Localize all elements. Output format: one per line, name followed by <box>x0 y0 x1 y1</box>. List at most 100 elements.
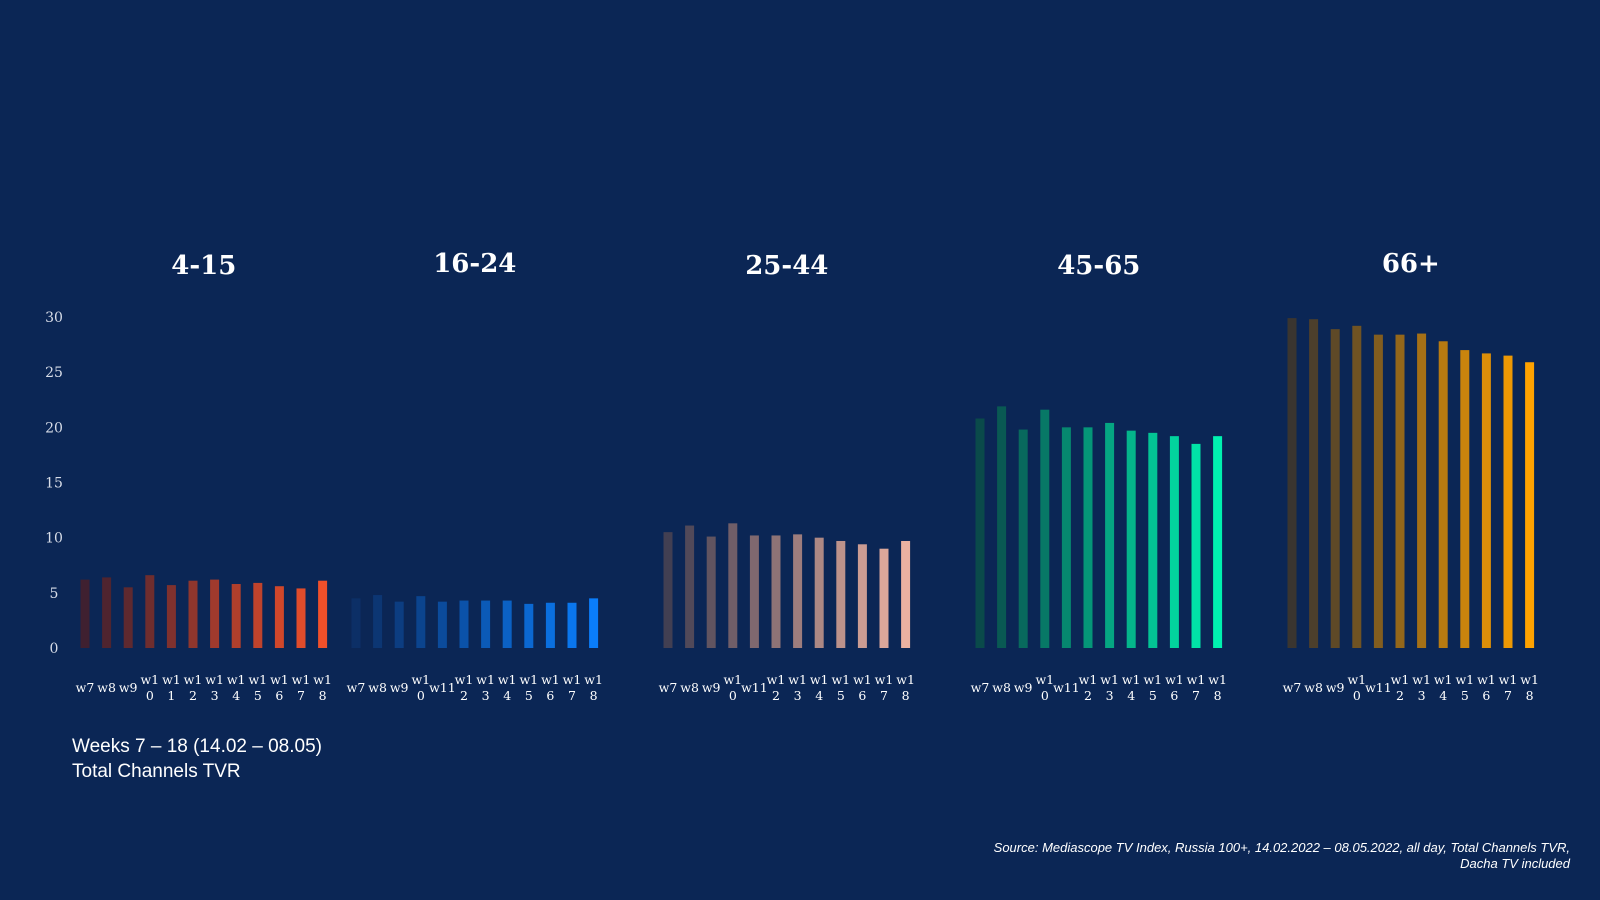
bar-w15 <box>253 582 263 648</box>
x-tick-label: 8 <box>1526 688 1534 703</box>
x-tick-label: w9 <box>119 680 138 695</box>
x-tick-label: w1 <box>1499 672 1518 687</box>
bar-w16 <box>274 586 284 648</box>
x-tick-label: w11 <box>741 680 768 695</box>
bar-w10 <box>1040 409 1050 648</box>
x-tick-label: w1 <box>584 672 603 687</box>
bar-w9 <box>1330 329 1340 648</box>
x-tick-label: 5 <box>837 688 845 703</box>
bar-w13 <box>481 600 491 648</box>
x-tick-label: 8 <box>319 688 327 703</box>
x-tick-label: w1 <box>810 672 829 687</box>
x-tick-label: w1 <box>1143 672 1162 687</box>
x-tick-label: 5 <box>1461 688 1469 703</box>
x-tick-label: w1 <box>205 672 224 687</box>
x-tick-label: w1 <box>1035 672 1054 687</box>
bar-w8 <box>102 577 112 648</box>
x-tick-label: 5 <box>254 688 262 703</box>
bar-w8 <box>1309 319 1319 648</box>
x-tick-label: w1 <box>875 672 894 687</box>
bar-w18 <box>1525 362 1535 648</box>
x-tick-label: w1 <box>162 672 181 687</box>
bar-w7 <box>351 598 361 648</box>
x-tick-label: 3 <box>482 688 490 703</box>
x-tick-label: w1 <box>541 672 560 687</box>
x-tick-label: w1 <box>248 672 267 687</box>
x-tick-label: w1 <box>1391 672 1410 687</box>
x-tick-label: 3 <box>211 688 219 703</box>
bar-w13 <box>793 534 803 648</box>
x-tick-label: 6 <box>1482 688 1490 703</box>
bar-w15 <box>836 540 846 648</box>
x-tick-label: w7 <box>76 680 95 695</box>
x-tick-label: w7 <box>659 680 678 695</box>
bar-w15 <box>1148 432 1158 648</box>
bar-w14 <box>502 600 512 648</box>
x-tick-label: w1 <box>723 672 742 687</box>
x-tick-label: w7 <box>971 680 990 695</box>
x-tick-label: 6 <box>546 688 554 703</box>
bar-w16 <box>857 544 867 648</box>
bar-w13 <box>1417 333 1427 648</box>
x-tick-label: w1 <box>292 672 311 687</box>
x-tick-label: 3 <box>1418 688 1426 703</box>
x-tick-label: 7 <box>1504 688 1512 703</box>
bar-w9 <box>1018 429 1028 648</box>
x-tick-label: w1 <box>1455 672 1474 687</box>
bar-w17 <box>879 548 889 648</box>
bar-w11 <box>1061 427 1071 648</box>
y-tick-label: 15 <box>45 476 63 492</box>
y-tick-label: 20 <box>45 420 63 436</box>
bar-w15 <box>1460 350 1470 648</box>
x-tick-label: w1 <box>184 672 203 687</box>
x-tick-label: w1 <box>140 672 159 687</box>
x-tick-label: 6 <box>1170 688 1178 703</box>
x-tick-label: w1 <box>896 672 915 687</box>
x-tick-label: 4 <box>232 688 240 703</box>
source-line-2: Dacha TV included <box>1460 856 1570 871</box>
x-tick-label: 7 <box>297 688 305 703</box>
x-tick-label: 1 <box>167 688 175 703</box>
x-tick-label: w1 <box>1187 672 1206 687</box>
x-tick-label: w1 <box>831 672 850 687</box>
x-tick-label: 4 <box>1439 688 1447 703</box>
x-tick-label: w9 <box>1326 680 1345 695</box>
x-tick-label: w11 <box>429 680 456 695</box>
x-tick-label: 3 <box>794 688 802 703</box>
bar-w9 <box>123 587 133 648</box>
x-tick-label: w7 <box>347 680 366 695</box>
bar-w10 <box>145 575 155 648</box>
bar-w18 <box>901 540 911 648</box>
x-tick-label: 7 <box>1192 688 1200 703</box>
x-tick-label: 8 <box>902 688 910 703</box>
bar-w10 <box>728 523 738 648</box>
bar-w12 <box>1083 427 1093 648</box>
x-tick-label: w7 <box>1283 680 1302 695</box>
period-note: Weeks 7 – 18 (14.02 – 08.05) <box>72 736 322 757</box>
bar-w12 <box>188 580 198 648</box>
x-tick-label: 0 <box>146 688 154 703</box>
x-tick-label: 2 <box>1396 688 1404 703</box>
y-tick-label: 30 <box>45 310 63 326</box>
bar-w11 <box>1373 334 1383 648</box>
x-tick-label: w1 <box>1412 672 1431 687</box>
x-tick-label: w1 <box>1100 672 1119 687</box>
bar-w7 <box>80 579 90 648</box>
x-tick-label: 3 <box>1106 688 1114 703</box>
panel-title: 16-24 <box>433 249 516 279</box>
bar-w9 <box>394 601 404 648</box>
bar-w7 <box>663 532 673 648</box>
y-tick-label: 25 <box>45 365 63 381</box>
x-tick-label: w1 <box>788 672 807 687</box>
bar-w14 <box>1438 341 1448 648</box>
bar-w12 <box>771 535 781 648</box>
y-tick-label: 5 <box>50 586 59 602</box>
x-tick-label: w11 <box>1053 680 1080 695</box>
bar-w11 <box>166 585 176 648</box>
bar-w15 <box>524 603 534 648</box>
